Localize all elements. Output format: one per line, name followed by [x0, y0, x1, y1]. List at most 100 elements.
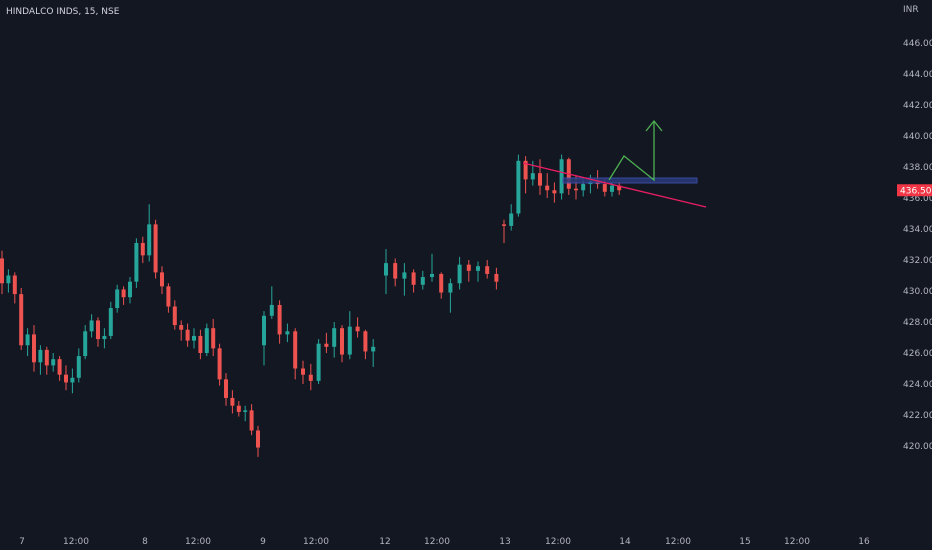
candle-body [502, 224, 506, 226]
candle [230, 390, 235, 414]
candle-body [57, 359, 62, 375]
y-tick-label: 436.00 [903, 194, 932, 204]
candle [262, 311, 266, 366]
candle-body [485, 266, 490, 274]
candle-body [420, 277, 425, 285]
candle-body [308, 374, 313, 381]
candle-body [25, 334, 30, 346]
candle-body [236, 405, 241, 412]
candle [502, 219, 506, 243]
y-tick-label: 422.00 [903, 411, 932, 421]
y-tick-label: 420.00 [903, 442, 932, 452]
x-tick-label: 12:00 [303, 537, 329, 547]
x-axis-labels: 7 12:00 8 12:00 9 12:00 12 12:00 13 12:00 14 12:00 1… [19, 537, 870, 547]
candle [96, 317, 100, 347]
candle-body [115, 289, 120, 309]
candle-body [430, 273, 434, 278]
y-tick-label: 438.00 [903, 163, 932, 173]
candle-body [538, 173, 542, 186]
drawing-tools[interactable] [522, 119, 707, 208]
candle [256, 425, 260, 457]
candle [332, 322, 337, 358]
candle-body [559, 159, 564, 194]
x-tick-label: 12:00 [665, 537, 691, 547]
candle-body [204, 328, 209, 353]
candle [70, 368, 75, 394]
candle-body [96, 320, 100, 340]
candle-body [0, 258, 4, 284]
candle-body [610, 185, 614, 192]
candle [76, 348, 81, 383]
x-tick-label: 8 [142, 537, 148, 547]
candle-body [83, 331, 88, 357]
currency-label: INR [903, 5, 919, 15]
candle-body [466, 264, 471, 271]
x-tick-label: 12 [379, 537, 390, 547]
candle-body [134, 242, 139, 282]
candle-body [179, 325, 184, 330]
candle-body [38, 349, 43, 363]
candle-body [44, 349, 49, 366]
y-tick-label: 424.00 [903, 380, 932, 390]
candle [147, 204, 152, 262]
candle [316, 339, 321, 384]
candle-body [76, 356, 81, 378]
candle [211, 318, 216, 357]
candle [476, 261, 480, 282]
x-tick-label: 12:00 [185, 537, 211, 547]
x-tick-label: 12:00 [784, 537, 810, 547]
x-tick-label: 12:00 [424, 537, 450, 547]
breakout-path[interactable] [608, 122, 655, 182]
candle [44, 346, 49, 375]
candle-body [12, 275, 17, 295]
candle [204, 323, 209, 357]
candle [430, 253, 434, 282]
candle [224, 373, 228, 406]
candle-body [509, 213, 514, 226]
candle-body [355, 326, 360, 332]
trendline[interactable] [522, 162, 707, 208]
candle [301, 360, 305, 384]
candle-body [545, 185, 550, 191]
candle-body [172, 306, 177, 326]
candle [64, 365, 68, 391]
candle-body [102, 335, 107, 340]
candle [121, 286, 126, 305]
y-tick-label: 428.00 [903, 318, 932, 328]
candle-body [494, 273, 499, 282]
candle [12, 272, 17, 304]
candle-body [516, 160, 521, 214]
candle [552, 182, 557, 203]
candle-body [262, 315, 266, 346]
candle-body [64, 374, 68, 383]
candle-body [269, 304, 274, 316]
candle [538, 159, 542, 195]
candle-body [552, 190, 557, 194]
candle [285, 323, 290, 343]
candle [115, 284, 120, 313]
candle [393, 258, 398, 287]
candle-body [457, 264, 462, 284]
candle-body [70, 377, 75, 383]
candle-body [128, 281, 132, 298]
candle [340, 325, 344, 363]
candle [509, 204, 514, 231]
candle-body [51, 359, 56, 366]
y-tick-label: 444.00 [903, 70, 932, 80]
candle-body [324, 343, 329, 347]
candle [236, 401, 241, 417]
y-tick-label: 434.00 [903, 225, 932, 235]
candle [185, 323, 190, 347]
y-tick-label: 426.00 [903, 349, 932, 359]
last-price-badge: 436.50 [897, 184, 932, 197]
resistance-zone[interactable] [562, 177, 698, 184]
candle [559, 154, 564, 200]
candle [371, 339, 376, 367]
candle [439, 272, 444, 299]
candle [25, 328, 30, 357]
candle-body [166, 286, 171, 307]
candle [293, 328, 298, 380]
candle-body [19, 294, 24, 346]
candle [523, 156, 528, 194]
